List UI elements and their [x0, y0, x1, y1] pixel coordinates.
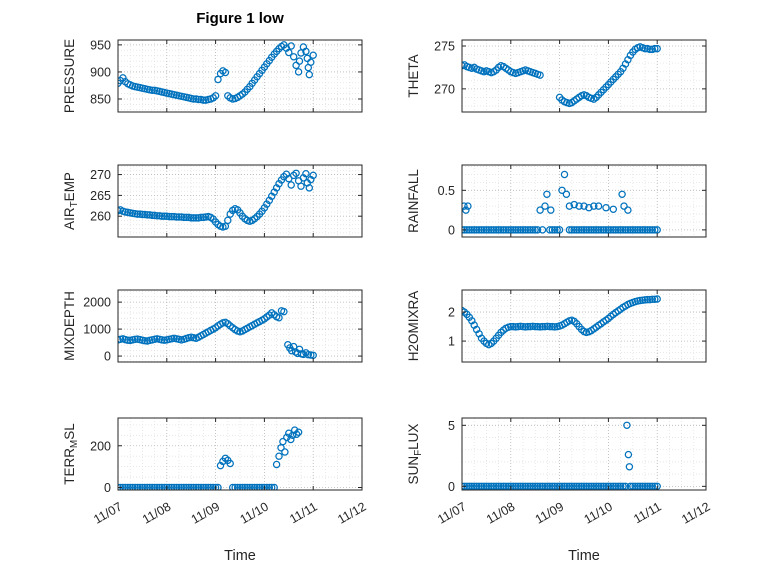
x-tick-label: 11/12 [335, 499, 368, 526]
axes-box [461, 289, 707, 363]
tick-marks [461, 40, 707, 112]
tick-marks [461, 165, 707, 237]
minor-grid [462, 290, 706, 362]
y-tick-label: 2000 [83, 296, 111, 310]
axes-box [461, 417, 707, 491]
y-tick-label: 275 [434, 40, 455, 54]
tick-marks [117, 40, 363, 112]
subplot-sun-flux: 0 5 SUNFLUX 11/07 11/08 11/09 11/10 11/11 11/12 T… [406, 417, 713, 564]
x-axis-label-sun-flux: Time [568, 548, 600, 564]
subplot-h2omixra: 1 2 H2OMIXRA [406, 289, 707, 363]
scatter-points-pressure [117, 41, 317, 104]
y-tick-label: 1000 [83, 323, 111, 337]
axes-box [117, 164, 363, 238]
y-tick-label: 2 [448, 306, 455, 320]
minor-grid [462, 418, 706, 490]
y-tick-label: 0 [448, 480, 455, 494]
y-axis-label-theta: THETA [406, 54, 421, 97]
y-tick-label: 850 [90, 93, 111, 107]
tick-marks [117, 418, 363, 490]
tick-marks [117, 290, 363, 362]
scatter-points-sun-flux [461, 421, 661, 491]
y-tick-label: 950 [90, 38, 111, 52]
y-axis-label-rainfall: RAINFALL [406, 169, 421, 233]
major-grid [462, 165, 706, 237]
minor-grid [118, 165, 362, 237]
scatter-points-theta [461, 43, 661, 108]
major-grid [118, 290, 362, 362]
axes-box [117, 39, 363, 113]
y-axis-label-air-temp: AIRTEMP [62, 172, 80, 230]
y-tick-label: 260 [90, 210, 111, 224]
y-axis-label-sun-flux: SUNFLUX [406, 424, 424, 485]
minor-grid [462, 165, 706, 237]
axes-box [117, 417, 363, 491]
y-axis-label-terr-msl: TERRMSL [62, 423, 80, 485]
y-tick-label: 900 [90, 65, 111, 79]
x-tick-label: 11/10 [582, 499, 615, 526]
axes-box [461, 39, 707, 113]
tick-marks [461, 418, 707, 490]
x-tick-label: 11/07 [91, 499, 124, 526]
scatter-points-rainfall [461, 170, 661, 234]
y-axis-label-h2omixra: H2OMIXRA [406, 291, 421, 362]
major-grid [462, 418, 706, 490]
y-tick-label: 200 [90, 439, 111, 453]
y-axis-label-mixdepth: MIXDEPTH [62, 291, 77, 361]
major-grid [118, 418, 362, 490]
tick-marks [461, 290, 707, 362]
subplot-terr-msl: 0 200 TERRMSL 11/07 11/08 11/09 11/10 11/11 11/1… [62, 417, 369, 564]
subplot-theta: 270 275 THETA [406, 39, 707, 113]
x-tick-label: 11/10 [238, 499, 271, 526]
x-tick-label: 11/11 [631, 499, 664, 526]
x-tick-label: 11/11 [287, 499, 320, 526]
scatter-points-mixdepth [117, 307, 317, 360]
x-tick-label: 11/12 [679, 499, 712, 526]
y-tick-label: 270 [90, 168, 111, 182]
y-tick-label: 0.5 [438, 184, 455, 198]
axes-box [117, 289, 363, 363]
figure-title: Figure 1 low [196, 10, 284, 27]
scatter-points-terr-msl [117, 426, 303, 491]
x-axis-label-terr-msl: Time [224, 548, 256, 564]
subplot-air-temp: 260 265 270 AIRTEMP [62, 164, 363, 238]
subplot-mixdepth: 0 1000 2000 MIXDEPTH [62, 289, 363, 364]
tick-marks [117, 165, 363, 237]
x-tick-label: 11/08 [140, 499, 173, 526]
x-tick-label: 11/09 [189, 499, 222, 526]
y-tick-label: 265 [90, 189, 111, 203]
subplot-rainfall: 0 0.5 RAINFALL [406, 164, 707, 238]
minor-grid [118, 290, 362, 362]
minor-grid [118, 40, 362, 112]
minor-grid [462, 40, 706, 112]
y-axis-label-pressure: PRESSURE [62, 39, 77, 113]
scatter-points-h2omixra [461, 295, 661, 349]
y-tick-label: 0 [104, 481, 111, 495]
y-tick-label: 1 [448, 335, 455, 349]
x-tick-label: 11/09 [533, 499, 566, 526]
y-tick-label: 0 [104, 350, 111, 364]
axes-box [461, 164, 707, 238]
y-tick-label: 0 [448, 223, 455, 237]
x-tick-label: 11/07 [435, 499, 468, 526]
y-tick-label: 270 [434, 82, 455, 96]
y-tick-label: 5 [448, 419, 455, 433]
minor-grid [118, 418, 362, 490]
scatter-points-air-temp [117, 169, 317, 231]
x-tick-label: 11/08 [484, 499, 517, 526]
subplot-pressure: 850 900 950 PRESSURE [62, 38, 363, 113]
